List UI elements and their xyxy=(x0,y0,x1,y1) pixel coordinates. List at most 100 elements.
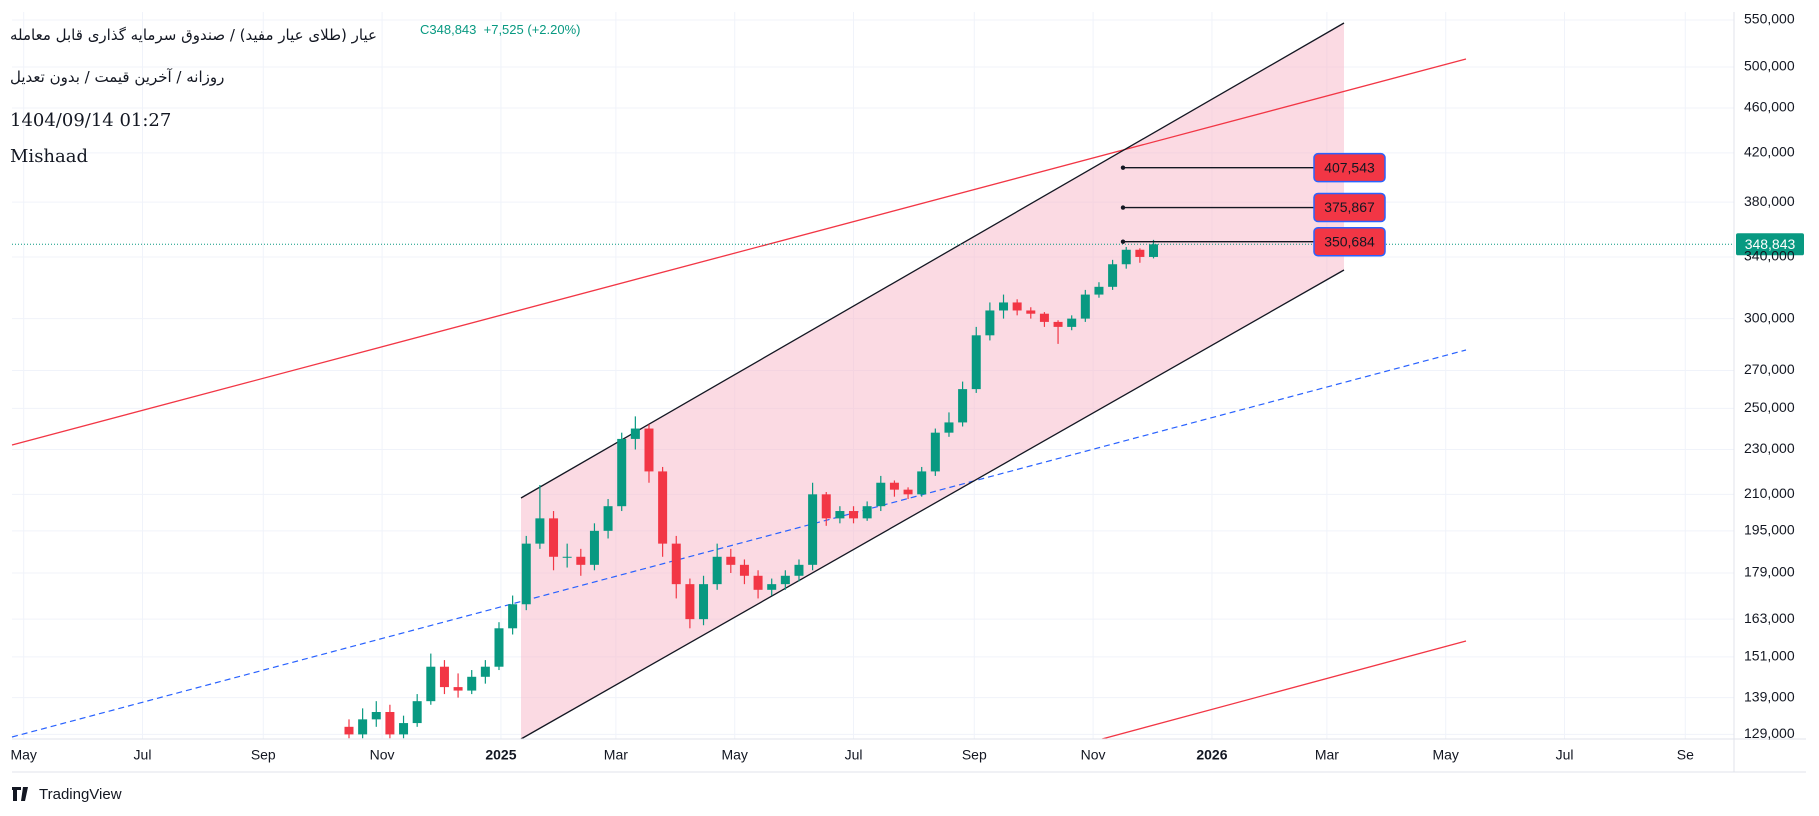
candle-body xyxy=(958,389,968,423)
candle-body xyxy=(1039,313,1049,322)
candle-body xyxy=(862,506,872,519)
candle-body xyxy=(630,428,640,439)
brand: TradingView xyxy=(39,786,122,803)
candle-body xyxy=(780,575,790,585)
candle-body xyxy=(480,666,490,677)
y-tick-label: 300,000 xyxy=(1744,309,1795,325)
candle-body xyxy=(671,543,681,585)
y-tick-label: 550,000 xyxy=(1744,11,1795,27)
candle-body xyxy=(562,556,572,558)
channel-fill xyxy=(521,23,1344,739)
annotation-label: 407,543 xyxy=(1324,159,1375,175)
settings: روزانه / آخرین قیمت / بدون تعدیل xyxy=(10,68,225,86)
candle-body xyxy=(521,543,531,605)
candle-body xyxy=(399,723,409,735)
y-tick-label: 179,000 xyxy=(1744,564,1795,580)
candle-body xyxy=(767,584,777,590)
y-tick-label: 340,000 xyxy=(1744,248,1795,264)
candle-body xyxy=(835,511,845,519)
overlay: 348,843 407,543 375,867 350,684 xyxy=(12,152,1804,257)
candle-body xyxy=(808,494,818,565)
candle-body xyxy=(358,719,368,735)
timestamp: 1404/09/14 01:27 xyxy=(10,110,172,131)
candle-body xyxy=(917,471,927,495)
candle-body xyxy=(1121,249,1131,265)
candle-body xyxy=(467,676,477,691)
candle-body xyxy=(971,335,981,390)
y-tick-label: 460,000 xyxy=(1744,99,1795,115)
y-tick-label: 163,000 xyxy=(1744,610,1795,626)
candle-body xyxy=(944,422,954,433)
trend-line xyxy=(11,349,1467,738)
price-info: C348,843 +7,525 (+2.20%) xyxy=(420,22,580,37)
x-tick-label: May xyxy=(1432,747,1458,763)
candle-body xyxy=(603,506,613,531)
candle-body xyxy=(794,564,804,576)
candle-body xyxy=(876,482,886,507)
candle-body xyxy=(999,302,1009,311)
price-tag-label: 348,843 xyxy=(1745,236,1796,252)
x-tick-label: May xyxy=(721,747,747,763)
candle-body xyxy=(412,701,422,724)
candle-body xyxy=(889,482,899,490)
x-tick-label: Mar xyxy=(1315,747,1339,763)
x-tick-label: Jul xyxy=(845,747,863,763)
price-tag xyxy=(1736,233,1804,256)
candle-body xyxy=(658,471,668,544)
candle-body xyxy=(576,556,586,565)
annotation-box xyxy=(1313,192,1386,223)
y-tick-label: 195,000 xyxy=(1744,522,1795,538)
annotation-label: 350,684 xyxy=(1324,233,1375,249)
y-tick-label: 270,000 xyxy=(1744,361,1795,377)
candle-body xyxy=(1080,294,1090,319)
candle-body xyxy=(903,489,913,495)
candle-body xyxy=(821,494,831,519)
candle-body xyxy=(344,726,354,735)
candle-body xyxy=(617,438,627,507)
candle-body xyxy=(549,518,559,557)
candle-body xyxy=(439,666,449,688)
y-tick-label: 210,000 xyxy=(1744,485,1795,501)
candle-body xyxy=(849,511,859,519)
y-tick-label: 380,000 xyxy=(1744,193,1795,209)
x-tick-label: Mar xyxy=(604,747,628,763)
candle-body xyxy=(712,556,722,585)
candle-body xyxy=(494,628,504,667)
candle-body xyxy=(1053,321,1063,327)
candle-body xyxy=(371,711,381,720)
candle-body xyxy=(985,310,995,336)
x-tick-label: Jul xyxy=(1556,747,1574,763)
author: Mishaad xyxy=(10,146,89,167)
annotation-box xyxy=(1313,152,1386,183)
change: +7,525 (+2.20%) xyxy=(483,22,581,37)
x-tick-label: May xyxy=(10,747,36,763)
x-tick-label: Sep xyxy=(962,747,987,763)
symbol-title: عیار (طلای عیار مفید) / صندوق سرمایه گذا… xyxy=(10,26,377,44)
candle-body xyxy=(685,584,695,620)
candle-body xyxy=(535,518,545,544)
annotation-box xyxy=(1313,226,1386,257)
logo xyxy=(12,787,28,801)
annotation-label: 375,867 xyxy=(1324,199,1375,215)
channel-line xyxy=(520,22,1345,499)
channel-line xyxy=(520,269,1345,740)
candle-body xyxy=(644,428,654,472)
candle-body xyxy=(508,604,518,629)
candle-body xyxy=(930,432,940,472)
y-tick-label: 420,000 xyxy=(1744,144,1795,160)
candle-body xyxy=(426,666,436,702)
close: C348,843 xyxy=(420,22,477,37)
x-tick-label: Sep xyxy=(251,747,276,763)
trend-line xyxy=(11,58,1467,446)
y-tick-label: 129,000 xyxy=(1744,725,1795,741)
candle-body xyxy=(453,687,463,691)
candle-body xyxy=(726,556,736,565)
y-tick-label: 151,000 xyxy=(1744,648,1795,664)
candle-body xyxy=(1012,302,1022,311)
y-tick-label: 250,000 xyxy=(1744,399,1795,415)
x-tick-label: 2026 xyxy=(1196,747,1227,763)
candle-body xyxy=(1149,244,1159,257)
x-tick-label: Nov xyxy=(370,747,395,763)
